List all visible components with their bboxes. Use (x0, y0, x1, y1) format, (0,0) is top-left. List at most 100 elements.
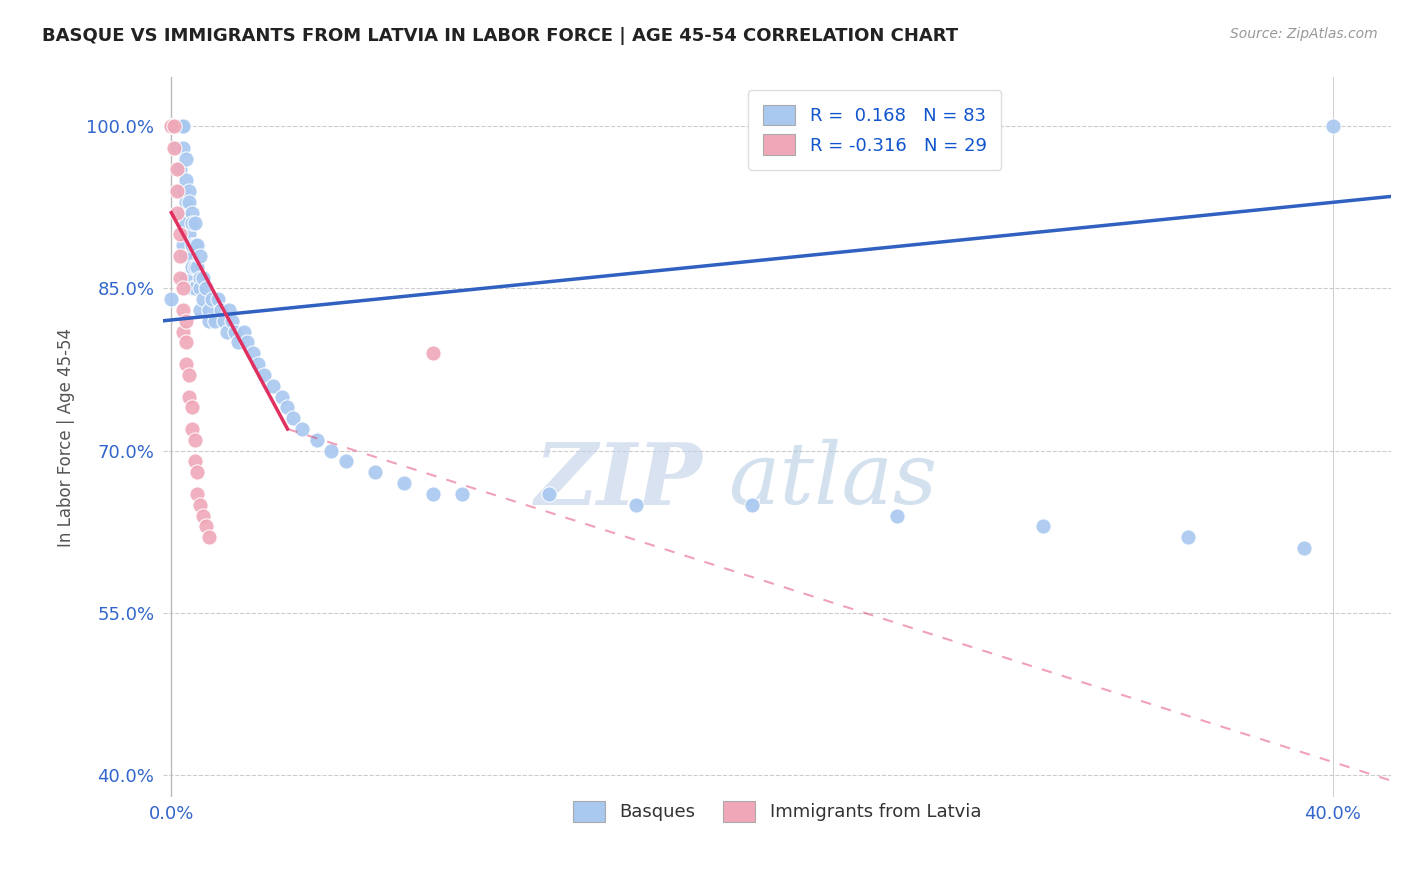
Point (1177, 530, 1199, 544)
Point (160, 292, 183, 306)
Point (160, 119, 183, 133)
Point (183, 238, 205, 252)
Point (166, 119, 188, 133)
Point (218, 303, 240, 318)
Point (198, 303, 221, 318)
Text: ZIP: ZIP (536, 439, 703, 522)
Point (180, 217, 202, 231)
Point (186, 465, 208, 479)
Point (174, 249, 197, 263)
Point (166, 205, 188, 219)
Point (190, 303, 212, 318)
Point (190, 249, 212, 263)
Point (172, 141, 194, 155)
Point (163, 119, 186, 133)
Point (174, 194, 197, 209)
Point (174, 173, 197, 187)
Point (242, 346, 264, 360)
Point (177, 390, 200, 404)
Text: BASQUE VS IMMIGRANTS FROM LATVIA IN LABOR FORCE | AGE 45-54 CORRELATION CHART: BASQUE VS IMMIGRANTS FROM LATVIA IN LABO… (42, 27, 959, 45)
Point (392, 476, 415, 491)
Point (174, 217, 197, 231)
Point (886, 508, 908, 523)
Point (283, 411, 305, 425)
Text: atlas: atlas (728, 439, 936, 522)
Point (247, 357, 270, 371)
Point (422, 346, 444, 360)
Point (166, 119, 188, 133)
Point (198, 314, 221, 328)
Point (450, 487, 472, 501)
Point (172, 119, 194, 133)
Point (190, 498, 212, 512)
Point (221, 314, 243, 328)
Point (177, 184, 200, 198)
Point (172, 119, 194, 133)
Point (172, 281, 194, 295)
Point (190, 270, 212, 285)
Point (163, 119, 186, 133)
Point (183, 454, 205, 468)
Point (169, 119, 191, 133)
Point (276, 401, 298, 415)
Point (172, 303, 194, 318)
Point (177, 227, 200, 242)
Point (169, 119, 191, 133)
Point (183, 217, 205, 231)
Point (198, 530, 221, 544)
Point (169, 270, 191, 285)
Point (166, 184, 188, 198)
Point (204, 314, 226, 328)
Point (236, 335, 259, 350)
Point (1322, 119, 1344, 133)
Point (363, 465, 385, 479)
Point (177, 249, 200, 263)
Point (163, 119, 186, 133)
Point (207, 292, 229, 306)
Point (209, 303, 232, 318)
Point (172, 205, 194, 219)
Point (193, 270, 215, 285)
Point (190, 281, 212, 295)
Point (232, 325, 254, 339)
Point (174, 152, 197, 166)
Point (172, 184, 194, 198)
Point (422, 487, 444, 501)
Point (174, 270, 197, 285)
Point (169, 184, 191, 198)
Point (183, 260, 205, 274)
Point (180, 401, 202, 415)
Point (186, 260, 208, 274)
Point (166, 141, 188, 155)
Point (270, 390, 292, 404)
Point (186, 238, 208, 252)
Point (172, 325, 194, 339)
Point (174, 357, 197, 371)
Point (177, 194, 200, 209)
Point (183, 281, 205, 295)
Point (180, 281, 202, 295)
Point (166, 162, 188, 177)
Point (335, 454, 357, 468)
Point (180, 205, 202, 219)
Point (180, 260, 202, 274)
Point (212, 314, 235, 328)
Point (183, 433, 205, 447)
Point (226, 335, 249, 350)
Legend: Basques, Immigrants from Latvia: Basques, Immigrants from Latvia (560, 789, 994, 835)
Point (741, 498, 763, 512)
Point (201, 292, 224, 306)
Point (215, 325, 238, 339)
Point (180, 422, 202, 436)
Point (195, 519, 218, 533)
Point (262, 378, 284, 392)
Point (537, 487, 560, 501)
Point (305, 433, 328, 447)
Point (169, 119, 191, 133)
Point (169, 227, 191, 242)
Point (177, 368, 200, 382)
Point (169, 162, 191, 177)
Point (166, 119, 188, 133)
Point (172, 238, 194, 252)
Point (180, 238, 202, 252)
